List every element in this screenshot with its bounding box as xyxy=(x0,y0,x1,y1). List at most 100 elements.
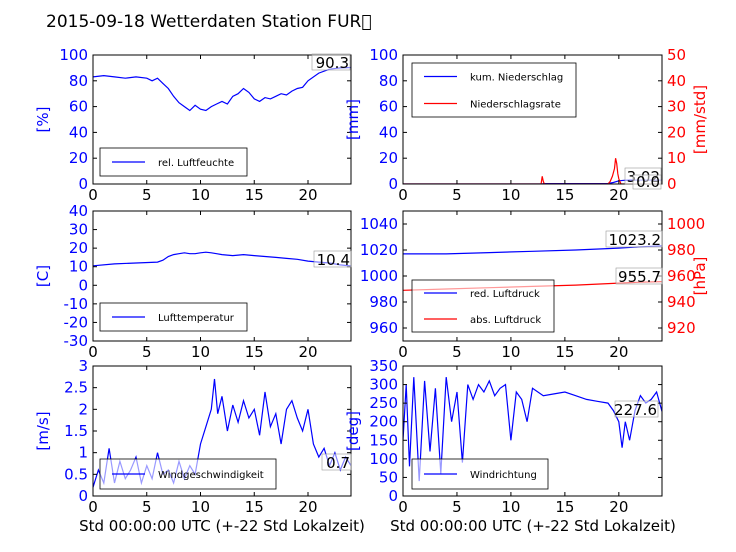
value-annotation-box xyxy=(311,53,351,71)
x-tick-label: 10 xyxy=(501,343,520,361)
y-tick-label: -20 xyxy=(64,313,89,331)
y-tick-label: 40 xyxy=(379,123,398,141)
value-annotation: 0.0 xyxy=(636,173,660,191)
y-tick-label: 1040 xyxy=(360,215,398,233)
legend-box xyxy=(411,62,577,118)
value-annotation-box xyxy=(615,267,663,285)
figure-title: 2015-09-18 Wetterdaten Station FUR  xyxy=(46,12,372,32)
x-tick-label: 20 xyxy=(298,498,317,516)
x-tick-label: 15 xyxy=(245,498,264,516)
y-tick-label: 980 xyxy=(369,293,398,311)
series-line xyxy=(93,251,351,267)
y-axis-label: [m/s] xyxy=(34,411,52,450)
y-tick-label: 20 xyxy=(379,149,398,167)
value-annotation-box xyxy=(321,453,352,471)
y-tick-label: 2.5 xyxy=(64,379,88,397)
plot-frame xyxy=(92,54,352,185)
y-tick-label: 0 xyxy=(388,175,398,193)
legend-box xyxy=(411,279,555,333)
y2-tick-label: 50 xyxy=(667,46,686,64)
legend-label: red. Luftdruck xyxy=(470,289,540,300)
value-annotation: 227.6 xyxy=(614,401,657,419)
y-axis-label: [C] xyxy=(34,265,52,287)
x-tick-label: 5 xyxy=(142,186,152,204)
x-tick-label: 20 xyxy=(298,343,317,361)
x-tick-label: 5 xyxy=(452,343,462,361)
value-annotation: 10.4 xyxy=(317,251,350,269)
y2-tick-label: 980 xyxy=(667,241,696,259)
x-tick-label: 0 xyxy=(88,186,98,204)
x-tick-label: 5 xyxy=(452,498,462,516)
value-annotation: 90.3 xyxy=(316,54,349,72)
y2-tick-label: 920 xyxy=(667,319,696,337)
y-tick-label: 250 xyxy=(369,394,398,412)
x-tick-label: 5 xyxy=(142,498,152,516)
y-axis-label: [%] xyxy=(34,107,52,133)
legend-label: abs. Luftdruck xyxy=(470,315,541,326)
legend-label: kum. Niederschlag xyxy=(470,73,563,84)
value-annotation-box xyxy=(605,230,663,248)
y2-tick-label: 0 xyxy=(667,175,677,193)
y-tick-label: -10 xyxy=(64,295,89,313)
y2-tick-label: 30 xyxy=(667,98,686,116)
x-tick-label: 0 xyxy=(398,186,408,204)
y-tick-label: 20 xyxy=(69,149,88,167)
y-axis-label: [mm] xyxy=(344,99,362,140)
y2-tick-label: 20 xyxy=(667,123,686,141)
value-annotation: 1023.2 xyxy=(609,231,662,249)
y-tick-label: 350 xyxy=(369,357,398,375)
x-axis-label-right: Std 00:00:00 UTC (+-22 Std Lokalzeit) xyxy=(390,517,676,535)
legend-label: Windgeschwindigkeit xyxy=(158,470,264,481)
x-tick-label: 15 xyxy=(245,343,264,361)
y-tick-label: 50 xyxy=(379,468,398,486)
panel-pressure: 0 5 10 15 20 960 980 1000 1020 1040 920 940 960 980 10… xyxy=(360,210,709,361)
value-annotation: 955.7 xyxy=(618,268,661,286)
y-tick-label: 100 xyxy=(369,46,398,64)
series-line xyxy=(93,66,351,112)
x-tick-label: 20 xyxy=(609,498,628,516)
y2-axis-label: [hPa] xyxy=(691,257,709,296)
plot-frame xyxy=(402,54,663,185)
y-tick-label: 0 xyxy=(78,276,88,294)
y-tick-label: 3 xyxy=(78,357,88,375)
panel-wind-speed: 0 5 10 15 2000.511.522.53[m/s]Windgeschwindi… xyxy=(34,357,352,516)
legend-label: Niederschlagsrate xyxy=(470,100,561,111)
panel-wind-direction: 0 5 10 15 20050100150200250300350[deg]Windri… xyxy=(344,357,663,516)
y-tick-label: 1000 xyxy=(360,267,398,285)
y-tick-label: 1.5 xyxy=(64,422,88,440)
legend-label: Windrichtung xyxy=(470,470,537,481)
x-tick-label: 5 xyxy=(452,186,462,204)
legend-label: Lufttemperatur xyxy=(158,313,235,324)
y2-tick-label: 40 xyxy=(667,72,686,90)
y-tick-label: -30 xyxy=(64,332,89,350)
y-tick-label: 60 xyxy=(379,98,398,116)
y-tick-label: 20 xyxy=(69,239,88,257)
y-tick-label: 60 xyxy=(69,98,88,116)
y-tick-label: 80 xyxy=(69,72,88,90)
value-annotation-box xyxy=(313,250,352,268)
y-tick-label: 150 xyxy=(369,431,398,449)
y-tick-label: 40 xyxy=(69,123,88,141)
x-axis-label-left: Std 00:00:00 UTC (+-22 Std Lokalzeit) xyxy=(79,517,365,535)
series-line xyxy=(403,377,662,482)
x-tick-label: 0 xyxy=(88,343,98,361)
panel-temperature: 0 5 10 15 20-30-20-10010203040[C]Lufttempera… xyxy=(34,202,352,361)
y-tick-label: 0 xyxy=(388,487,398,505)
panel-precipitation: 0 5 10 15 20 0 20 40 60 80 100 0 10 20 30 40 50 [mm] [mm/s… xyxy=(344,46,709,204)
x-tick-label: 5 xyxy=(142,343,152,361)
y-tick-label: 0 xyxy=(78,175,88,193)
x-tick-label: 10 xyxy=(191,498,210,516)
x-tick-label: 20 xyxy=(298,186,317,204)
x-tick-label: 0 xyxy=(398,343,408,361)
y-tick-label: 10 xyxy=(69,258,88,276)
x-tick-label: 20 xyxy=(609,186,628,204)
y2-tick-label: 1000 xyxy=(667,215,705,233)
x-tick-label: 0 xyxy=(88,498,98,516)
y-axis-label: [deg] xyxy=(344,411,362,451)
x-tick-label: 10 xyxy=(191,186,210,204)
x-tick-label: 15 xyxy=(245,186,264,204)
y2-tick-label: 960 xyxy=(667,267,696,285)
x-tick-label: 15 xyxy=(555,343,574,361)
plot-frame xyxy=(92,210,352,342)
